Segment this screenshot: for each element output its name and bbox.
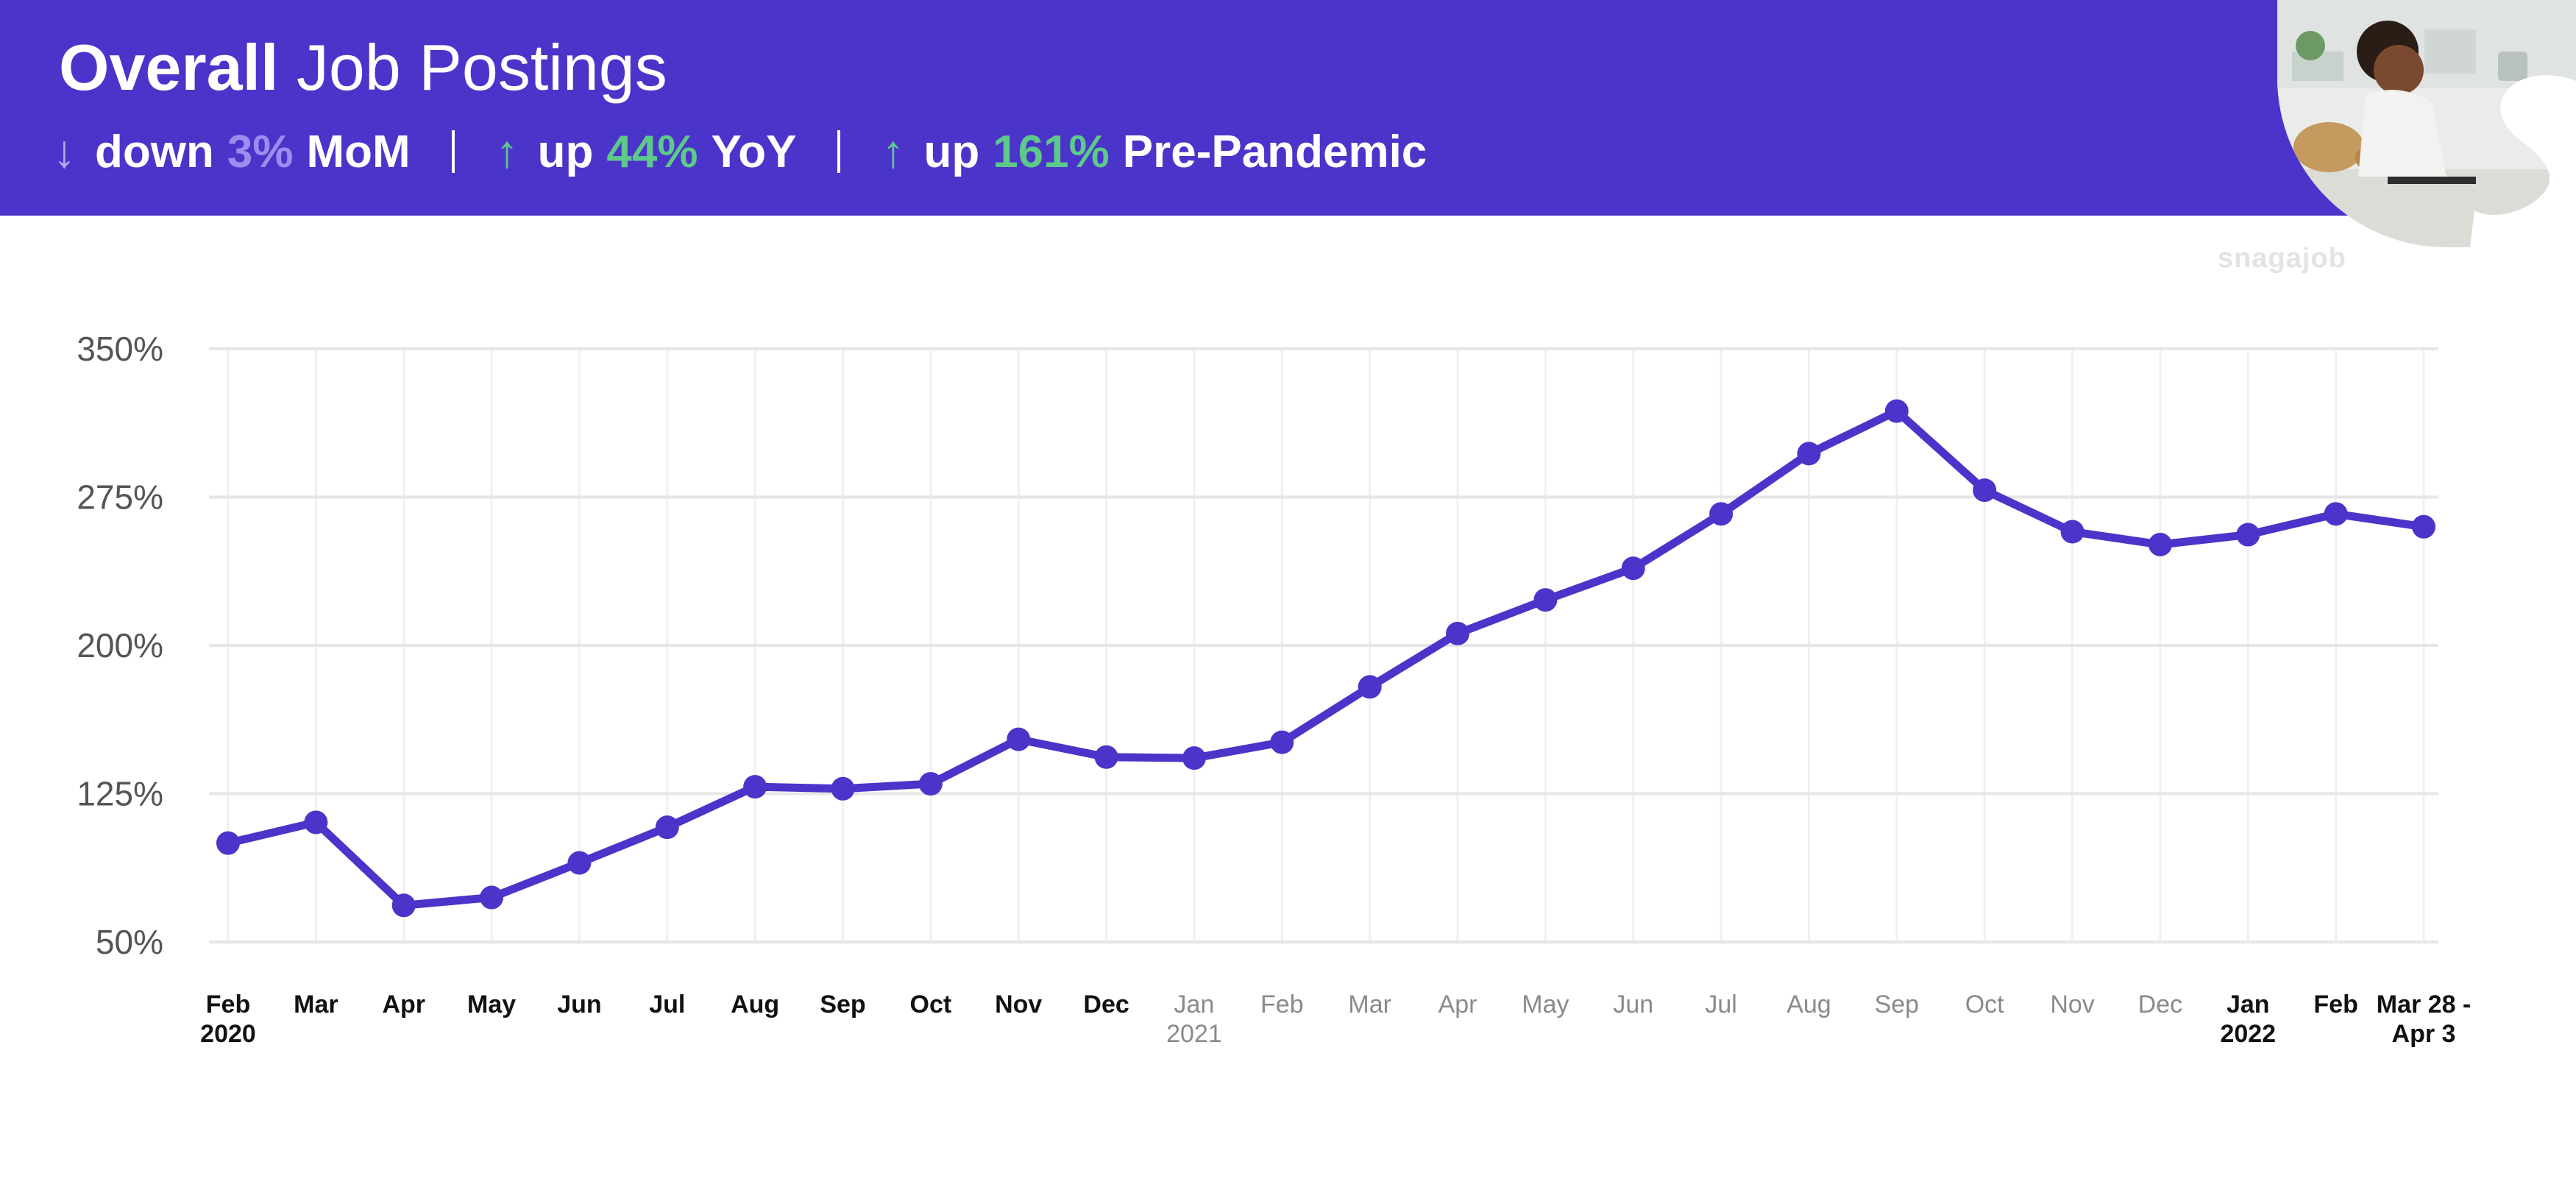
down-arrow-icon: ↓: [53, 126, 76, 177]
data-point: [743, 775, 767, 799]
x-tick-label: Sep: [1875, 991, 1920, 1018]
x-tick-label: Feb: [206, 991, 250, 1018]
x-tick-label: Jun: [557, 991, 601, 1018]
x-tick-label: Jul: [1705, 991, 1736, 1018]
stat-prepandemic-label: Pre-Pandemic: [1122, 126, 1427, 177]
x-tick-label: May: [467, 991, 516, 1018]
x-tick-label-year: 2021: [1166, 1020, 1222, 1048]
series-points-layer: [216, 399, 2435, 918]
y-axis-ticks: 350% 275% 200% 125% 50%: [77, 330, 163, 961]
data-point: [2148, 532, 2172, 556]
data-point: [2324, 502, 2348, 526]
title-rest: Job Postings: [296, 31, 667, 104]
x-tick-label-year: 2022: [2220, 1020, 2276, 1048]
data-point: [2060, 520, 2084, 544]
y-tick-label: 350%: [77, 330, 163, 368]
x-tick-label-year: 2020: [200, 1020, 256, 1048]
x-tick-label: Jan: [1174, 991, 1215, 1018]
data-point: [918, 772, 943, 796]
up-arrow-icon: ↑: [881, 126, 905, 177]
x-tick-label: Apr: [382, 991, 425, 1018]
stat-yoy-pct: 44%: [606, 126, 698, 177]
stat-divider: [451, 130, 455, 173]
x-tick-label: Mar: [294, 991, 338, 1018]
data-point: [1533, 588, 1558, 612]
stat-prepandemic-pct: 161%: [993, 126, 1110, 177]
data-point: [1358, 675, 1382, 699]
x-tick-label-year: Apr 3: [2392, 1020, 2456, 1048]
x-tick-label: Mar 28 -: [2377, 991, 2472, 1018]
stat-prepandemic: ↑ up 161% Pre-Pandemic: [881, 126, 1427, 178]
x-tick-label: Dec: [1083, 991, 1129, 1018]
chart-gridlines: [209, 347, 2438, 943]
x-tick-label: Dec: [2138, 991, 2182, 1018]
brand-wordmark: snagajob: [2218, 243, 2346, 274]
data-point: [216, 831, 240, 855]
data-point: [1621, 556, 1645, 581]
x-tick-label: Sep: [820, 991, 865, 1018]
series-line: [224, 407, 2428, 910]
data-point: [1709, 502, 1734, 526]
stat-mom: ↓ down 3% MoM: [53, 126, 411, 178]
x-tick-label: Jul: [649, 991, 685, 1018]
stat-divider: [837, 130, 841, 173]
data-point: [2236, 522, 2260, 547]
data-point: [1446, 621, 1470, 645]
stat-yoy: ↑ up 44% YoY: [496, 126, 797, 178]
data-point: [831, 776, 855, 801]
data-point: [1797, 442, 1821, 466]
x-tick-label: Feb: [1260, 991, 1304, 1018]
data-point: [1973, 478, 1997, 503]
data-point: [1270, 730, 1294, 754]
data-point: [655, 815, 679, 840]
x-tick-label: Oct: [1965, 991, 2004, 1018]
x-tick-label: Nov: [2050, 991, 2094, 1018]
data-point: [1182, 746, 1206, 770]
header-banner: [0, 0, 2576, 216]
x-tick-label: Jan: [2226, 991, 2270, 1018]
stat-yoy-label: YoY: [711, 126, 797, 177]
series-line-layer: [224, 407, 2428, 910]
stat-mom-pct: 3%: [227, 126, 294, 177]
data-point: [391, 893, 416, 918]
data-point: [2412, 514, 2435, 539]
y-tick-label: 50%: [96, 923, 163, 961]
up-arrow-icon: ↑: [495, 126, 519, 177]
data-point: [1007, 727, 1031, 751]
x-tick-label: Mar: [1348, 991, 1391, 1018]
header-photo: [2277, 0, 2576, 247]
stats-bar: ↓ down 3% MoM ↑ up 44% YoY ↑ up 161% Pre…: [53, 122, 1427, 181]
y-tick-label: 200%: [77, 626, 163, 665]
data-point: [1884, 399, 1909, 423]
y-tick-label: 125%: [77, 775, 163, 813]
data-point: [1094, 745, 1118, 769]
x-tick-label: Aug: [1786, 991, 1831, 1018]
stat-prepandemic-word: up: [923, 126, 980, 177]
x-tick-label: Apr: [1438, 991, 1477, 1018]
page-title: Overall Job Postings: [59, 35, 667, 100]
data-point: [480, 885, 504, 910]
x-tick-label: Aug: [731, 991, 779, 1018]
data-point: [304, 810, 328, 835]
x-tick-label: Nov: [995, 991, 1042, 1018]
x-tick-label: May: [1522, 991, 1569, 1018]
x-tick-label: Jun: [1613, 991, 1653, 1018]
data-point: [567, 851, 592, 875]
stat-mom-label: MoM: [306, 126, 411, 177]
x-tick-label: Oct: [910, 991, 952, 1018]
stat-mom-word: down: [95, 126, 214, 177]
title-bold: Overall: [59, 31, 279, 104]
y-tick-label: 275%: [77, 478, 163, 517]
snagajob-logo-icon: [2470, 74, 2576, 247]
stat-yoy-word: up: [537, 126, 594, 177]
x-tick-label: Feb: [2313, 991, 2357, 1018]
